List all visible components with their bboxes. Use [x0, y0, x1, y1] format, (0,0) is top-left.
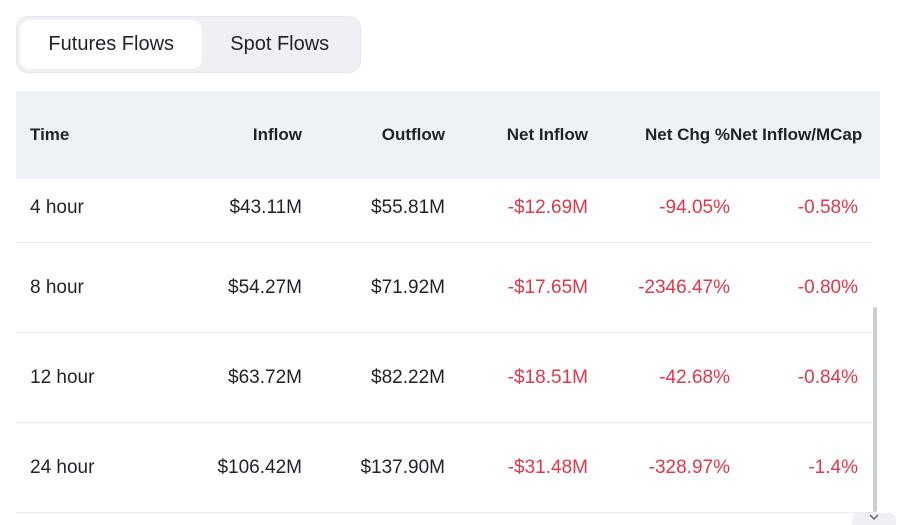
header-net-chg: Net Chg %	[645, 125, 730, 144]
flows-table: Time Inflow Outflow Net Inflow Net Chg %…	[16, 91, 880, 525]
header-inflow: Inflow	[252, 125, 302, 144]
chevron-down-icon-glyph	[869, 514, 879, 521]
header-net-inflow-mcap: Net Inflow/MCap	[730, 125, 863, 144]
cell-net-inflow-mcap: -0.58%	[797, 196, 858, 218]
cell-net-chg: -42.68%	[659, 366, 730, 388]
cell-net-inflow-mcap: -0.80%	[797, 276, 858, 298]
table-row: 4 hour $43.11M $55.81M -$12.69M -94.05% …	[16, 179, 872, 243]
cell-inflow: $43.11M	[229, 196, 302, 218]
cell-outflow: $71.92M	[371, 276, 445, 298]
cell-net-chg: -328.97%	[648, 456, 730, 478]
cell-net-inflow: -$17.65M	[507, 276, 588, 298]
flow-type-tabs: Futures Flows Spot Flows	[16, 16, 361, 73]
cell-time: 8 hour	[30, 276, 84, 298]
cell-net-inflow: -$31.48M	[507, 456, 588, 478]
cell-net-chg: -94.05%	[659, 196, 730, 218]
header-outflow: Outflow	[381, 125, 445, 144]
tab-spot-flows[interactable]: Spot Flows	[230, 33, 330, 55]
cell-inflow: $54.27M	[228, 276, 302, 298]
cell-outflow: $55.81M	[371, 196, 445, 218]
cell-time: 12 hour	[30, 366, 95, 388]
header-time: Time	[30, 125, 70, 144]
cell-net-inflow: -$18.51M	[507, 366, 588, 388]
cell-inflow: $106.42M	[217, 456, 302, 478]
header-net-inflow: Net Inflow	[506, 125, 588, 144]
table-row: 12 hour $63.72M $82.22M -$18.51M -42.68%…	[16, 333, 872, 423]
cell-inflow: $63.72M	[228, 366, 302, 388]
chevron-down-icon[interactable]	[852, 513, 896, 525]
table-row: 8 hour $54.27M $71.92M -$17.65M -2346.47…	[16, 243, 872, 333]
tab-futures-flows[interactable]: Futures Flows	[20, 20, 203, 69]
cell-net-inflow: -$12.69M	[507, 196, 588, 218]
vertical-scrollbar[interactable]	[873, 307, 877, 512]
cell-time: 4 hour	[30, 196, 84, 218]
cell-outflow: $137.90M	[360, 456, 445, 478]
table-row: 24 hour $106.42M $137.90M -$31.48M -328.…	[16, 423, 872, 513]
cell-net-chg: -2346.47%	[638, 276, 730, 298]
cell-time: 24 hour	[30, 456, 95, 478]
table-header: Time Inflow Outflow Net Inflow Net Chg %…	[16, 91, 880, 179]
cell-net-inflow-mcap: -0.84%	[797, 366, 858, 388]
cell-outflow: $82.22M	[371, 366, 445, 388]
cell-net-inflow-mcap: -1.4%	[808, 456, 858, 478]
